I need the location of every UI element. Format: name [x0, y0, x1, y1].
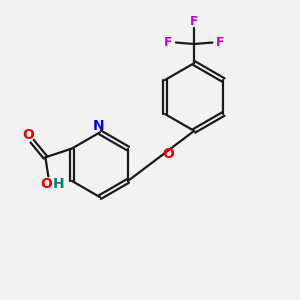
Text: O: O — [40, 177, 52, 191]
Text: O: O — [163, 147, 174, 161]
Text: N: N — [93, 119, 104, 134]
Text: F: F — [164, 36, 173, 49]
Text: F: F — [190, 15, 198, 28]
Text: O: O — [22, 128, 34, 142]
Text: F: F — [215, 36, 224, 49]
Text: H: H — [53, 177, 64, 191]
